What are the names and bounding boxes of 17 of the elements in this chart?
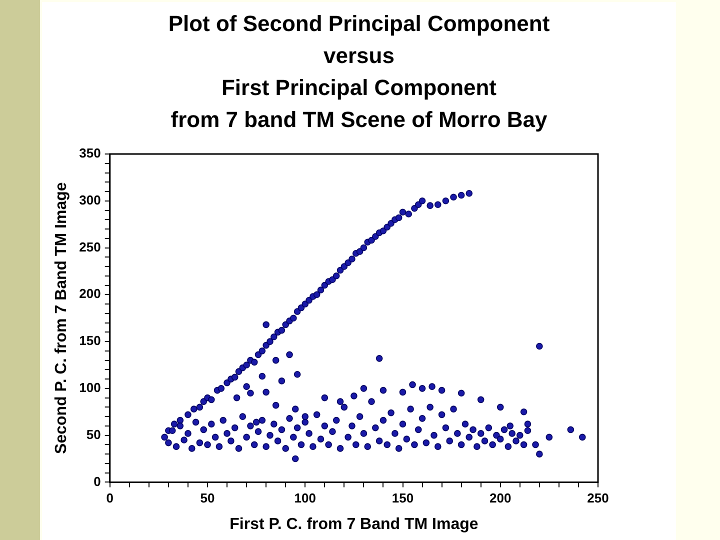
x-tick-label: 0 xyxy=(106,490,114,506)
x-tick-label: 150 xyxy=(392,490,414,506)
x-axis-title: First P. C. from 7 Band TM Image xyxy=(230,516,478,533)
y-tick-label: 100 xyxy=(79,380,101,396)
y-tick-label: 0 xyxy=(94,474,101,489)
y-axis-title: Second P. C. from 7 Band TM Image xyxy=(53,182,70,454)
y-tick-label: 50 xyxy=(86,426,101,442)
x-tick-label: 250 xyxy=(587,490,609,506)
y-tick-label: 350 xyxy=(79,146,101,161)
chart-title: Plot of Second Principal Component versus First Principal Component from 7 band TM Scene of Morro Bay xyxy=(167,10,551,134)
y-tick-label: 200 xyxy=(79,286,101,302)
x-tick-label: 100 xyxy=(294,490,316,506)
y-tick-label: 150 xyxy=(79,333,101,348)
x-tick-label: 200 xyxy=(490,490,512,506)
y-tick-label: 300 xyxy=(79,192,101,208)
x-tick-label: 50 xyxy=(200,490,215,506)
y-tick-label: 250 xyxy=(79,239,101,254)
